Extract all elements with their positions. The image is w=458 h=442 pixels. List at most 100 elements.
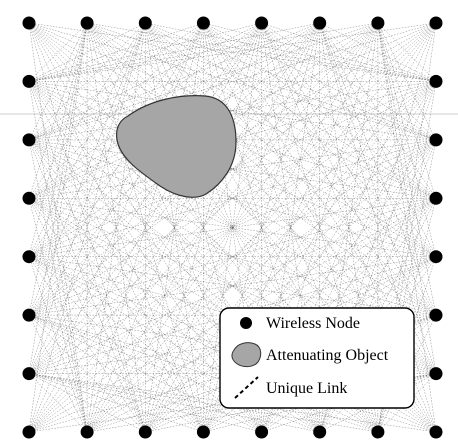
unique-link [28,22,88,141]
unique-link [28,22,262,199]
unique-link [28,81,437,199]
unique-link [28,22,437,141]
unique-link [28,139,320,433]
unique-link [261,22,437,82]
legend-node-swatch [240,317,252,329]
unique-link [86,22,204,433]
wireless-node-bottom-5 [313,425,327,439]
unique-link [203,198,437,433]
unique-link [28,22,379,316]
unique-link [28,256,437,433]
wireless-node-top-1 [80,16,94,30]
wireless-node-right-1 [429,74,443,88]
unique-link [145,22,262,433]
unique-link [319,22,437,82]
unique-link [28,314,437,433]
wireless-node-top-6 [371,16,385,30]
legend-box [219,307,415,409]
unique-link [203,256,437,433]
unique-link [28,198,88,433]
unique-link [86,22,204,433]
unique-link [28,198,437,374]
unique-link [28,81,88,433]
unique-link [203,22,437,199]
unique-link [28,314,88,433]
unique-link [28,22,320,82]
unique-link [203,22,437,257]
unique-link [28,256,320,433]
legend-link-swatch [234,376,259,399]
unique-link [28,373,146,433]
unique-link [28,139,437,257]
unique-link [145,22,437,316]
unique-link [28,198,437,316]
legend-link-label: Unique Link [266,380,347,397]
wireless-node-top-7 [429,16,443,30]
unique-link [28,22,204,141]
unique-link [86,198,437,433]
unique-link [28,373,320,433]
unique-link [28,22,262,141]
unique-link [28,256,88,433]
unique-link [28,314,204,433]
wireless-node-right-2 [429,133,443,147]
unique-link [261,22,437,316]
wireless-node-top-0 [22,16,36,30]
unique-link [28,22,204,82]
unique-link [377,22,437,374]
unique-link [28,22,146,82]
wireless-node-right-5 [429,308,443,322]
wireless-node-bottom-1 [80,425,94,439]
wireless-node-left-6 [22,367,36,381]
unique-link [28,314,146,433]
unique-link [86,139,437,433]
unique-link [261,22,437,141]
unique-link [203,22,437,316]
wireless-node-bottom-2 [138,425,152,439]
unique-link [28,22,262,433]
unique-link [377,22,437,316]
wireless-node-top-3 [196,16,210,30]
unique-link [377,314,437,433]
unique-link [28,22,262,257]
unique-link [28,198,204,433]
wireless-node-bottom-3 [196,425,210,439]
wireless-node-left-2 [22,133,36,147]
unique-link [28,139,204,433]
unique-link [377,22,437,199]
unique-link [28,81,204,433]
wireless-node-left-4 [22,250,36,264]
unique-link [28,22,379,257]
unique-link [145,22,379,433]
unique-link [145,22,437,82]
unique-link [28,373,204,433]
unique-link [28,22,88,257]
unique-link [28,198,437,374]
unique-link [28,256,146,433]
unique-link [28,22,378,82]
unique-link [28,81,437,141]
unique-link [145,256,437,433]
unique-link [145,22,437,199]
unique-link [28,81,437,433]
unique-link [28,81,437,316]
unique-link [28,22,262,82]
unique-link [28,22,437,82]
unique-link [28,314,320,433]
unique-link [28,373,378,433]
unique-link [28,256,204,433]
unique-link [28,22,88,199]
unique-link [28,139,437,316]
unique-link [203,22,437,433]
wireless-node-bottom-6 [371,425,385,439]
unique-link [145,139,437,433]
unique-link [28,81,146,433]
unique-link [28,198,437,316]
unique-link [28,139,146,433]
unique-link [377,81,437,433]
unique-link [28,22,320,316]
wireless-node-right-6 [429,367,443,381]
unique-link [28,81,437,257]
unique-link [28,373,262,433]
